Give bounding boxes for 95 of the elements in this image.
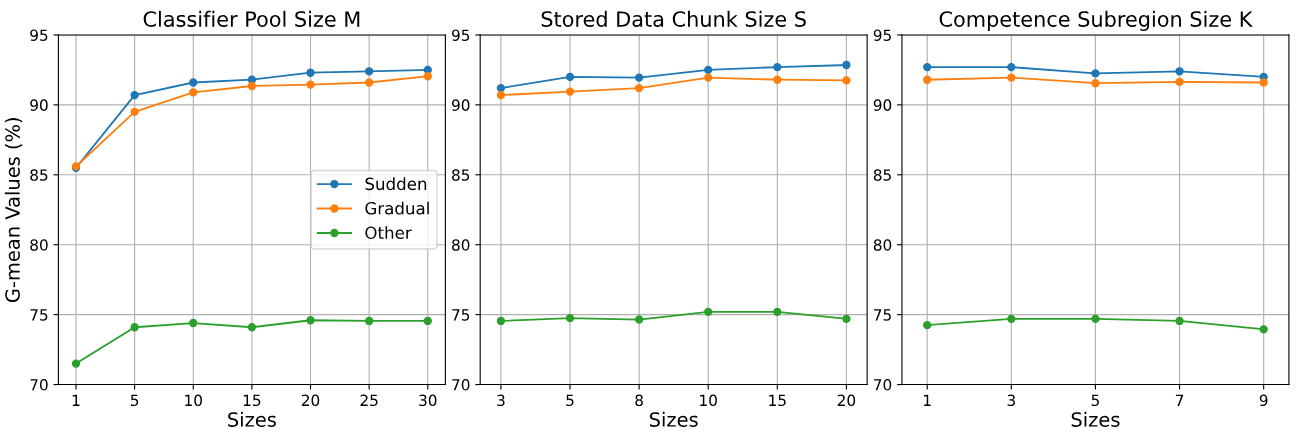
point (1007, 314, 1016, 324)
y-tick-label: 95 (873, 29, 891, 41)
x-tick-label: 10 (700, 394, 717, 407)
point (306, 80, 315, 89)
point (923, 75, 932, 84)
point (189, 88, 198, 97)
y-tick-label: 75 (452, 309, 470, 321)
point (247, 323, 257, 332)
y-tick-label: 70 (452, 379, 470, 391)
y-tick-label: 90 (30, 99, 48, 111)
point (1259, 78, 1268, 87)
point (704, 73, 713, 82)
y-tick-label: 80 (873, 239, 892, 251)
x-tick-label: 1 (72, 394, 80, 406)
x-tick-label: 5 (130, 394, 139, 407)
y-tick-label: 75 (874, 309, 891, 321)
y-tick-label: 70 (874, 379, 892, 391)
point (130, 107, 139, 117)
y-tick-label: 95 (451, 29, 470, 41)
point (565, 87, 575, 96)
point (1175, 316, 1184, 326)
point (306, 316, 315, 325)
chart-title: Stored Data Chunk Size S (541, 10, 806, 27)
point (496, 316, 506, 326)
y-axis-title: G-mean Values (%) (4, 118, 23, 303)
point (1091, 79, 1100, 88)
point (364, 67, 374, 76)
point (130, 90, 139, 100)
point (496, 90, 506, 100)
point (565, 72, 575, 82)
point (423, 316, 432, 326)
x-tick-label: 30 (419, 394, 437, 407)
y-tick-label: 95 (30, 29, 48, 41)
x-tick-label: 20 (837, 394, 856, 407)
point (634, 83, 644, 93)
x-tick-label: 9 (1259, 394, 1268, 407)
point (1091, 314, 1100, 324)
point (130, 323, 139, 332)
x-tick-label: 7 (1175, 394, 1184, 406)
point (1259, 325, 1268, 334)
point (565, 313, 575, 323)
x-tick-label: 20 (301, 394, 320, 407)
point (773, 307, 782, 317)
x-tick-label: 5 (1091, 394, 1099, 407)
point (1007, 62, 1016, 72)
point (773, 75, 782, 84)
x-tick-label: 8 (635, 394, 643, 407)
point (704, 65, 713, 75)
point (364, 78, 374, 87)
point (306, 68, 315, 77)
x-tick-label: 10 (185, 394, 202, 407)
y-tick-label: 90 (873, 99, 892, 111)
x-tick-label: 3 (1007, 394, 1015, 407)
x-axis-title: Sizes (1071, 411, 1120, 427)
point (1091, 69, 1100, 78)
y-tick-label: 80 (30, 239, 48, 251)
chart-title: Competence Subregion Size K (939, 10, 1253, 31)
y-tick-label: 70 (30, 379, 48, 391)
point (1007, 73, 1016, 82)
legend-label: Other (365, 226, 412, 240)
point (923, 320, 932, 330)
point (496, 83, 506, 93)
y-tick-label: 80 (452, 239, 470, 251)
point (189, 318, 198, 328)
y-tick-label: 85 (452, 169, 470, 181)
y-tick-label: 85 (30, 169, 48, 181)
legend-label: Gradual (365, 201, 429, 215)
y-tick-label: 85 (873, 169, 891, 181)
point (364, 316, 374, 326)
point (923, 62, 932, 72)
y-tick-label: 75 (30, 309, 48, 321)
point (634, 73, 644, 82)
point (704, 307, 713, 317)
point (1175, 67, 1184, 76)
y-tick-label: 90 (451, 99, 470, 111)
point (1175, 77, 1184, 86)
point (842, 314, 851, 324)
x-tick-label: 15 (769, 394, 786, 407)
point (71, 359, 81, 368)
point (842, 60, 851, 70)
point (247, 81, 257, 91)
point (773, 62, 782, 72)
x-tick-label: 1 (924, 394, 931, 406)
x-axis-title: Sizes (228, 411, 276, 427)
chart-title: Classifier Pool Size M (143, 10, 360, 27)
x-tick-label: 15 (243, 394, 261, 407)
x-tick-label: 25 (360, 394, 378, 407)
point (842, 76, 851, 85)
x-tick-label: 5 (566, 394, 574, 407)
point (189, 78, 198, 87)
x-tick-label: 3 (497, 394, 505, 407)
legend-label: Sudden (365, 177, 427, 191)
x-axis-title: Sizes (649, 411, 698, 427)
point (423, 72, 432, 81)
point (634, 315, 644, 324)
